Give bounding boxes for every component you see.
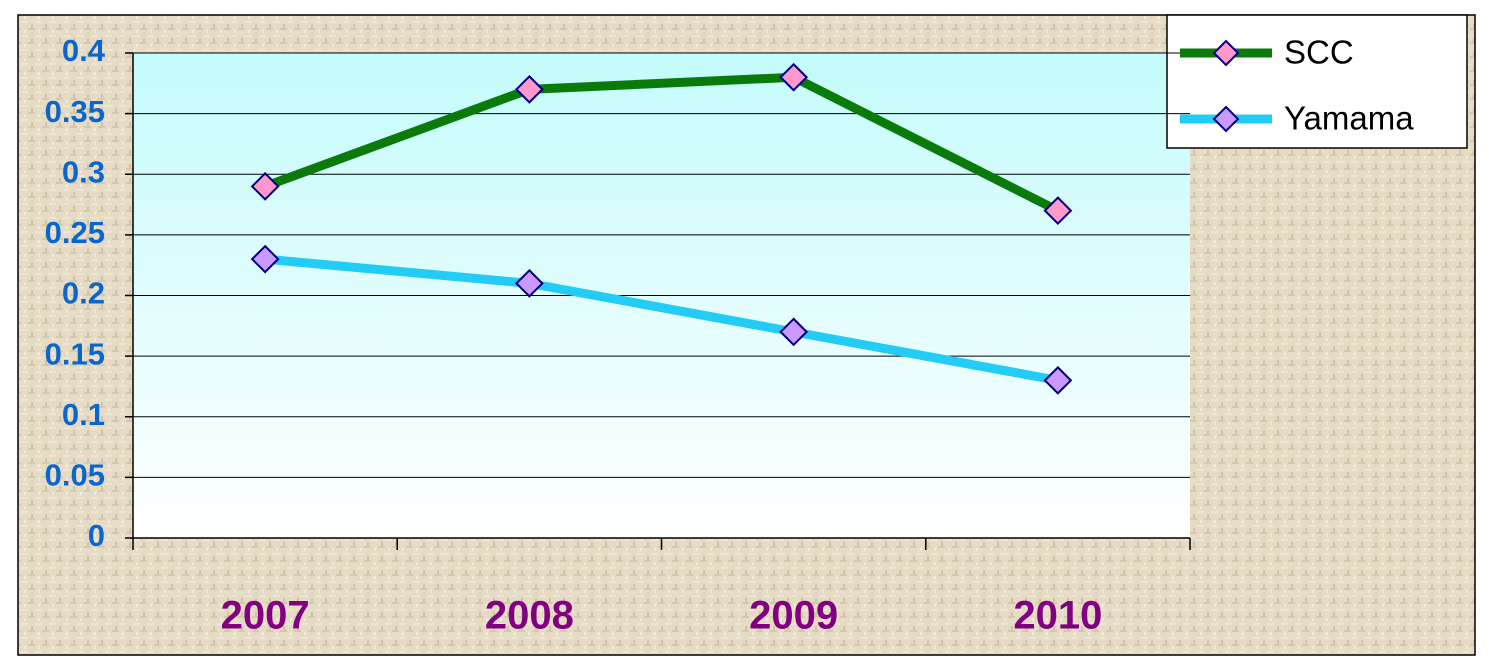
legend-marker [1212, 105, 1240, 133]
data-point [250, 171, 280, 201]
data-point [514, 268, 544, 298]
x-tick-label: 2007 [221, 594, 310, 638]
data-point [250, 244, 280, 274]
y-tick-label: 0.3 [62, 154, 105, 189]
legend-label: SCC [1284, 34, 1354, 71]
y-tick-label: 0.15 [45, 336, 105, 371]
data-point [1043, 365, 1073, 395]
x-tick-label: 2008 [485, 594, 574, 638]
legend-label: Yamama [1284, 100, 1414, 137]
y-tick-label: 0.1 [62, 397, 105, 432]
y-tick-label: 0 [88, 518, 105, 553]
legend-marker [1212, 39, 1240, 67]
y-tick-label: 0.4 [62, 33, 106, 68]
y-tick-label: 0.35 [45, 94, 105, 129]
data-point [1043, 196, 1073, 226]
data-point [779, 317, 809, 347]
data-point [514, 74, 544, 104]
y-tick-label: 0.25 [45, 215, 105, 250]
x-tick-label: 2009 [749, 594, 838, 638]
y-tick-label: 0.2 [62, 276, 105, 311]
x-tick-label: 2010 [1013, 594, 1102, 638]
series-line [263, 72, 1060, 215]
series-line [264, 254, 1059, 385]
legend [1166, 14, 1468, 149]
y-tick-label: 0.05 [45, 458, 105, 493]
data-point [779, 62, 809, 92]
